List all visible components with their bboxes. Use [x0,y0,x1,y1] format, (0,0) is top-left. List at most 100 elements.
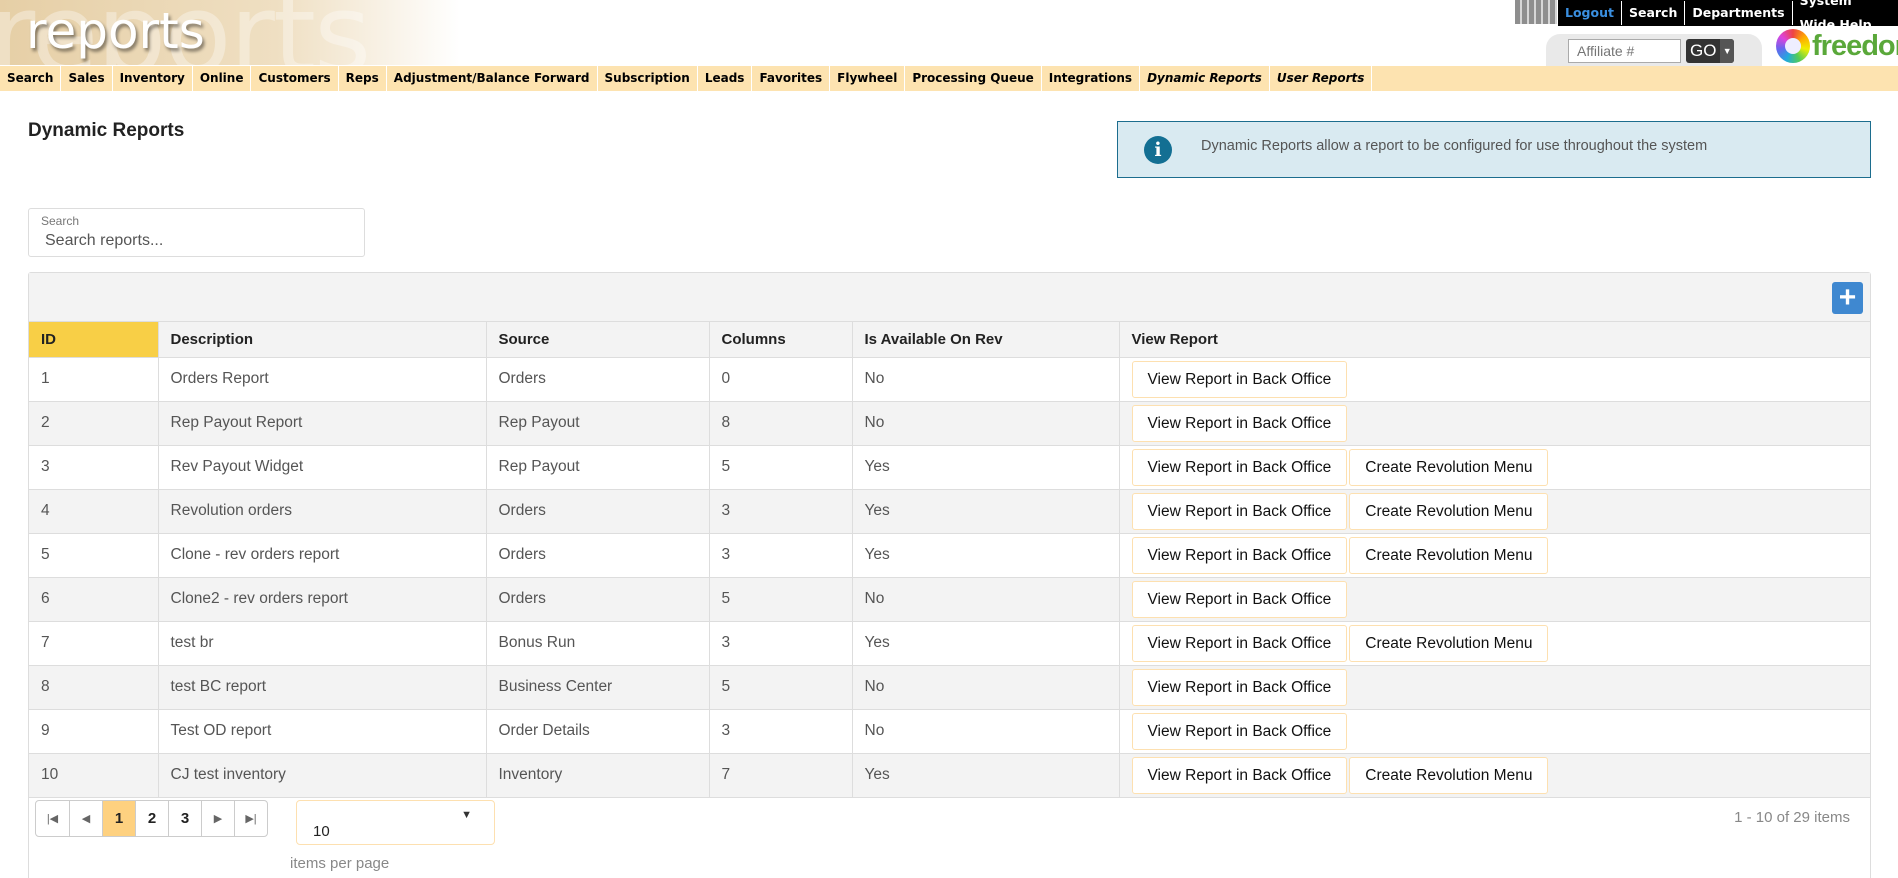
last-page-icon[interactable]: ▶| [234,801,267,836]
nav-item-flywheel[interactable]: Flywheel [830,66,906,91]
cell-id: 2 [29,401,158,446]
create-revolution-menu-button[interactable]: Create Revolution Menu [1349,536,1549,574]
view-report-button[interactable]: View Report in Back Office [1131,360,1348,398]
reports-banner: reports reports [0,0,460,65]
cell-available: Yes [851,489,1119,534]
cell-available: No [851,577,1119,622]
dropdown-arrow-icon: ▼ [461,809,472,821]
go-button[interactable]: GO ▼ [1686,39,1734,63]
cell-description: Test OD report [157,709,486,754]
col-columns[interactable]: Columns [708,322,852,358]
nav-item-online[interactable]: Online [193,66,252,91]
items-per-page-label: items per page [290,855,390,872]
search-label: Search [41,214,80,228]
nav-item-dynamic-reports[interactable]: Dynamic Reports [1140,66,1270,91]
go-label: GO [1690,41,1717,60]
page-1-button[interactable]: 1 [102,801,135,836]
grid-toolbar: + [29,273,1870,322]
create-revolution-menu-button[interactable]: Create Revolution Menu [1349,448,1549,486]
top-links: Logout Search Departments System Wide He… [1558,0,1898,32]
prev-page-icon[interactable]: ◀ [69,801,102,836]
view-report-button[interactable]: View Report in Back Office [1131,624,1348,662]
view-report-button[interactable]: View Report in Back Office [1131,580,1348,618]
cell-id: 5 [29,533,158,578]
cell-description: Orders Report [157,357,486,402]
nav-item-favorites[interactable]: Favorites [752,66,831,91]
cell-available: No [851,401,1119,446]
page-2-button[interactable]: 2 [135,801,168,836]
table-row: 2 Rep Payout Report Rep Payout 8 No View Repo… [29,401,1870,446]
col-available[interactable]: Is Available On Rev [851,322,1119,358]
nav-item-integrations[interactable]: Integrations [1042,66,1141,91]
view-report-button[interactable]: View Report in Back Office [1131,492,1348,530]
search-link[interactable]: Search [1622,1,1686,25]
cell-source: Inventory [485,753,709,798]
affiliate-input[interactable] [1568,39,1681,63]
cell-description: Rev Payout Widget [157,445,486,490]
plus-icon: + [1838,281,1857,314]
cell-source: Business Center [485,665,709,710]
page-size-select[interactable]: 10 ▼ [296,800,495,845]
info-alert: i Dynamic Reports allow a report to be c… [1117,121,1871,178]
cell-description: Rep Payout Report [157,401,486,446]
cell-available: Yes [851,621,1119,666]
nav-item-sales[interactable]: Sales [61,66,113,91]
logout-link[interactable]: Logout [1558,1,1622,25]
cell-source: Orders [485,489,709,534]
departments-link[interactable]: Departments [1685,1,1793,25]
reports-table: ID Description Source Columns Is Availab… [29,322,1870,798]
nav-item-subscription[interactable]: Subscription [598,66,698,91]
cell-available: Yes [851,445,1119,490]
cell-actions: View Report in Back Office [1118,665,1870,710]
cell-description: Revolution orders [157,489,486,534]
col-id[interactable]: ID [29,322,158,358]
nav-item-processing-queue[interactable]: Processing Queue [905,66,1042,91]
cell-columns: 3 [708,489,852,534]
search-input[interactable] [45,232,345,250]
table-row: 5 Clone - rev orders report Orders 3 Yes View… [29,533,1870,578]
nav-item-customers[interactable]: Customers [251,66,339,91]
view-report-button[interactable]: View Report in Back Office [1131,448,1348,486]
view-report-button[interactable]: View Report in Back Office [1131,756,1348,794]
search-field: Search [28,208,365,257]
cell-description: CJ test inventory [157,753,486,798]
cell-actions: View Report in Back Office [1118,709,1870,754]
nav-item-leads[interactable]: Leads [698,66,753,91]
pagination: |◀ ◀ 1 2 3 ▶ ▶| [35,800,268,837]
cell-source: Order Details [485,709,709,754]
view-report-button[interactable]: View Report in Back Office [1131,536,1348,574]
view-report-button[interactable]: View Report in Back Office [1131,712,1348,750]
items-summary: 1 - 10 of 29 items [1734,809,1850,826]
cell-id: 9 [29,709,158,754]
first-page-icon[interactable]: |◀ [46,813,59,825]
create-revolution-menu-button[interactable]: Create Revolution Menu [1349,624,1549,662]
col-view-report[interactable]: View Report [1118,322,1870,358]
col-source[interactable]: Source [485,322,709,358]
cell-columns: 8 [708,401,852,446]
view-report-button[interactable]: View Report in Back Office [1131,404,1348,442]
page-3-button[interactable]: 3 [168,801,201,836]
create-revolution-menu-button[interactable]: Create Revolution Menu [1349,492,1549,530]
nav-item-inventory[interactable]: Inventory [113,66,193,91]
table-row: 8 test BC report Business Center 5 No View Re… [29,665,1870,710]
logo-text: freedom [1812,29,1898,62]
cell-available: No [851,357,1119,402]
table-row: 3 Rev Payout Widget Rep Payout 5 Yes View Rep… [29,445,1870,490]
nav-item-search[interactable]: Search [0,66,62,91]
caret-down-icon[interactable]: ▼ [1720,39,1734,63]
nav-item-adjustment-balance-forward[interactable]: Adjustment/Balance Forward [387,66,598,91]
cell-actions: View Report in Back Office [1118,577,1870,622]
view-report-button[interactable]: View Report in Back Office [1131,668,1348,706]
cell-actions: View Report in Back Office [1118,357,1870,402]
nav-item-reps[interactable]: Reps [339,66,387,91]
create-revolution-menu-button[interactable]: Create Revolution Menu [1349,756,1549,794]
help-link[interactable]: System Wide Help [1799,0,1872,32]
cell-columns: 5 [708,665,852,710]
cell-description: Clone - rev orders report [157,533,486,578]
table-row: 4 Revolution orders Orders 3 Yes View Report … [29,489,1870,534]
nav-item-user-reports[interactable]: User Reports [1270,66,1373,91]
cell-source: Rep Payout [485,401,709,446]
next-page-icon[interactable]: ▶ [201,801,234,836]
col-description[interactable]: Description [157,322,486,358]
add-report-button[interactable]: + [1832,282,1863,314]
